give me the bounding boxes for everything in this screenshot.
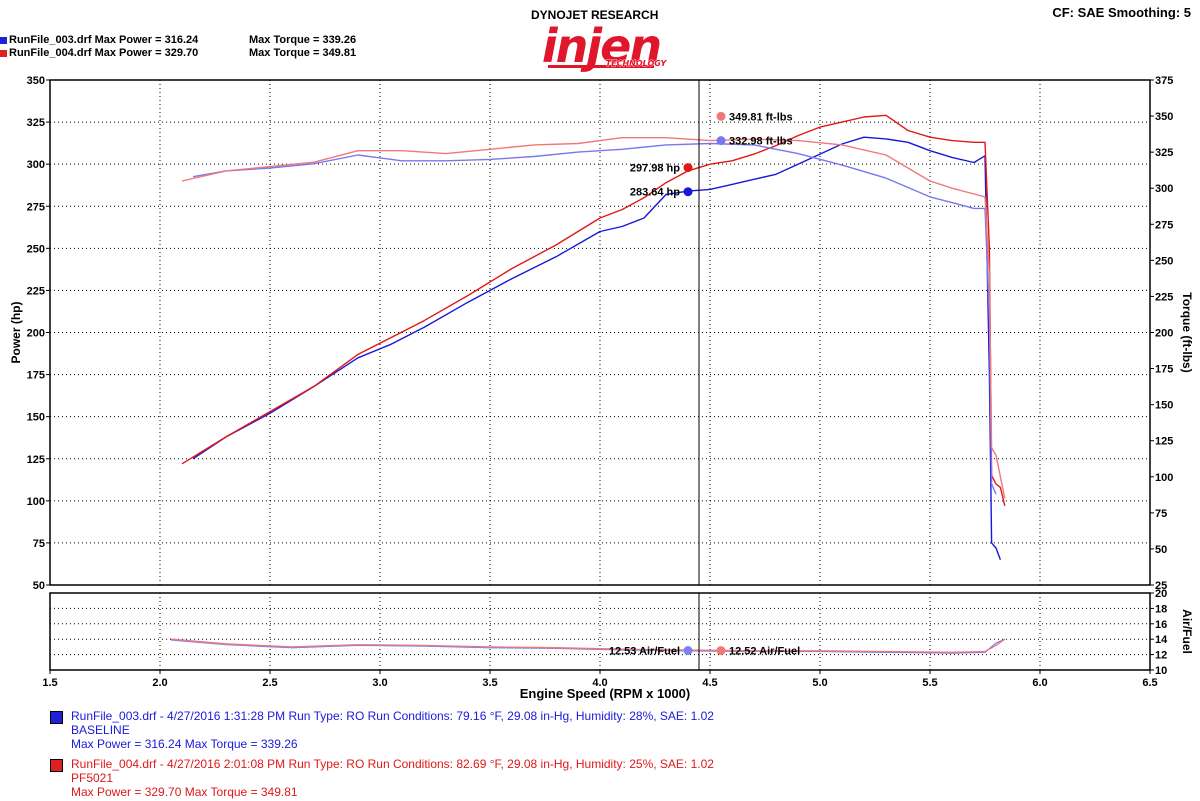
af-label-1: 12.52 Air/Fuel bbox=[729, 646, 800, 658]
run003-label: BASELINE bbox=[71, 723, 130, 737]
af-tick-label: 12 bbox=[1155, 650, 1167, 662]
y2-tick-label: 75 bbox=[1155, 508, 1167, 520]
cursor-label-0: 349.81 ft-lbs bbox=[729, 111, 793, 123]
y-tick-label: 125 bbox=[27, 454, 45, 466]
x-tick-label: 5.0 bbox=[812, 677, 827, 689]
y2-tick-label: 300 bbox=[1155, 183, 1173, 195]
run003-conditions: RunFile_003.drf - 4/27/2016 1:31:28 PM R… bbox=[71, 709, 714, 723]
af-tick-label: 14 bbox=[1155, 634, 1168, 646]
y-tick-label: 325 bbox=[27, 117, 45, 129]
y2-tick-label: 375 bbox=[1155, 75, 1173, 87]
x-tick-label: 6.0 bbox=[1032, 677, 1047, 689]
power-torque-plot: 50 75 100 125 150 175 200 225 250 275 300 325 350 25 5… bbox=[9, 75, 1194, 592]
y2-axis-title: Torque (ft-lbs) bbox=[1180, 292, 1194, 372]
air-fuel-plot: 10 12 14 16 18 20 Air/Fuel 12.53 Air/Fuel 12.52 … bbox=[49, 588, 1194, 677]
x-tick-label: 2.5 bbox=[262, 677, 277, 689]
x-axis: 1.5 2.0 2.5 3.0 3.5 4.0 4.5 5.0 5.5 6.0 6.5 Engine … bbox=[42, 670, 1158, 701]
x-tick-label: 6.5 bbox=[1142, 677, 1157, 689]
cf-smoothing-label: CF: SAE Smoothing: 5 bbox=[1052, 5, 1191, 20]
y2-tick-label: 250 bbox=[1155, 255, 1173, 267]
cursor-label-3: 283.64 hp bbox=[630, 187, 680, 199]
y-tick-label: 300 bbox=[27, 159, 45, 171]
run004-label: PF5021 bbox=[71, 771, 114, 785]
run003-max-values: Max Power = 316.24 Max Torque = 339.26 bbox=[71, 737, 298, 751]
series-line-0 bbox=[192, 136, 1002, 561]
af-series-line-1 bbox=[170, 638, 1006, 653]
x-tick-label: 3.0 bbox=[372, 677, 387, 689]
cursor-marker-1 bbox=[716, 136, 726, 146]
run003-swatch bbox=[50, 711, 63, 724]
y-tick-label: 200 bbox=[27, 328, 45, 340]
y-tick-label: 250 bbox=[27, 243, 45, 255]
y2-tick-label: 225 bbox=[1155, 291, 1173, 303]
af-marker-0 bbox=[683, 646, 693, 656]
y-tick-label: 350 bbox=[27, 75, 45, 87]
run004-conditions: RunFile_004.drf - 4/27/2016 2:01:08 PM R… bbox=[71, 757, 714, 771]
y-tick-label: 275 bbox=[27, 201, 45, 213]
injen-logo: injen TECHNOLOGY bbox=[541, 20, 668, 74]
series-line-2 bbox=[192, 142, 997, 495]
series-line-1 bbox=[181, 114, 1006, 507]
legend-run004-power: RunFile_004.drf Max Power = 329.70 bbox=[9, 47, 199, 59]
x-tick-label: 4.5 bbox=[702, 677, 717, 689]
x-tick-label: 1.5 bbox=[42, 677, 57, 689]
y2-tick-label: 100 bbox=[1155, 472, 1173, 484]
y2-tick-label: 350 bbox=[1155, 111, 1173, 123]
y2-tick-label: 325 bbox=[1155, 147, 1173, 159]
legend-run004-torque: Max Torque = 349.81 bbox=[249, 47, 357, 59]
brand-line: DYNOJET RESEARCH bbox=[531, 8, 659, 22]
cursor-marker-0 bbox=[716, 111, 726, 121]
series-line-3 bbox=[181, 136, 1006, 499]
y-axis-title: Power (hp) bbox=[9, 301, 23, 363]
af-tick-label: 16 bbox=[1155, 619, 1167, 631]
af-plot-frame bbox=[49, 592, 1151, 671]
svg-text:injen: injen bbox=[542, 20, 660, 73]
cursor-marker-2 bbox=[683, 163, 693, 173]
af-tick-label: 20 bbox=[1155, 588, 1167, 600]
legend-run003-power: RunFile_003.drf Max Power = 316.24 bbox=[9, 34, 199, 46]
y2-tick-label: 125 bbox=[1155, 436, 1173, 448]
af-marker-1 bbox=[716, 646, 726, 656]
x-tick-label: 4.0 bbox=[592, 677, 607, 689]
y-tick-label: 50 bbox=[33, 580, 45, 592]
y-tick-label: 100 bbox=[27, 496, 45, 508]
legend-entry-run004: RunFile_004.drf Max Power = 329.70 Max To… bbox=[0, 47, 356, 59]
y-tick-label: 75 bbox=[33, 538, 45, 550]
af-tick-label: 18 bbox=[1155, 603, 1167, 615]
y2-tick-label: 275 bbox=[1155, 219, 1173, 231]
cursor-marker-3 bbox=[683, 187, 693, 197]
y-tick-label: 175 bbox=[27, 370, 45, 382]
legend-swatch-run003 bbox=[0, 36, 7, 44]
x-tick-label: 2.0 bbox=[152, 677, 167, 689]
x-tick-label: 3.5 bbox=[482, 677, 497, 689]
legend-run003-torque: Max Torque = 339.26 bbox=[249, 34, 357, 46]
y2-tick-label: 200 bbox=[1155, 328, 1173, 340]
y2-tick-label: 50 bbox=[1155, 544, 1167, 556]
y-tick-label: 150 bbox=[27, 412, 45, 424]
legend-entry-run003: RunFile_003.drf Max Power = 316.24 Max To… bbox=[0, 34, 356, 46]
x-tick-label: 5.5 bbox=[922, 677, 937, 689]
svg-text:TECHNOLOGY: TECHNOLOGY bbox=[606, 59, 668, 68]
legend-swatch-run004 bbox=[0, 49, 7, 57]
af-series-line-0 bbox=[170, 638, 1006, 654]
cursor-label-1: 332.98 ft-lbs bbox=[729, 136, 793, 148]
y2-tick-label: 175 bbox=[1155, 364, 1173, 376]
y-tick-label: 225 bbox=[27, 285, 45, 297]
run004-max-values: Max Power = 329.70 Max Torque = 349.81 bbox=[71, 785, 298, 799]
x-axis-title: Engine Speed (RPM x 1000) bbox=[520, 686, 691, 701]
cursor-label-2: 297.98 hp bbox=[630, 163, 680, 175]
af-tick-label: 10 bbox=[1155, 665, 1167, 677]
af-axis-title: Air/Fuel bbox=[1180, 609, 1194, 654]
run004-swatch bbox=[50, 759, 63, 772]
y2-tick-label: 25 bbox=[1155, 580, 1167, 592]
af-label-0: 12.53 Air/Fuel bbox=[609, 646, 680, 658]
y2-tick-label: 150 bbox=[1155, 400, 1173, 412]
